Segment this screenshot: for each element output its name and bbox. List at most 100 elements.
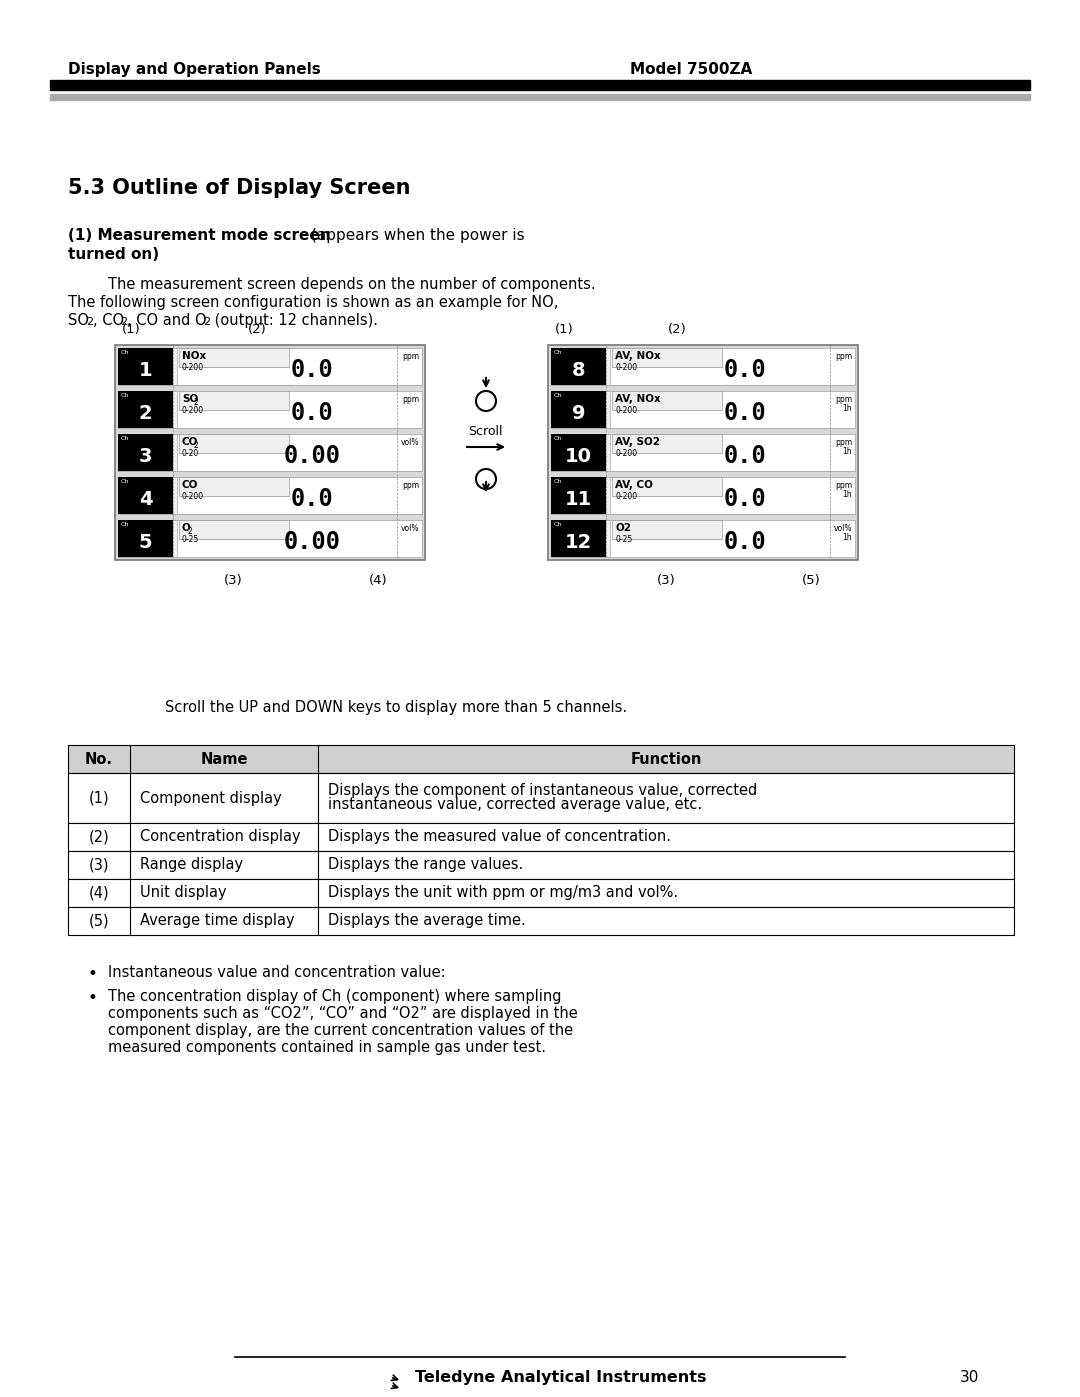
Text: 1h: 1h xyxy=(842,404,852,414)
Bar xyxy=(551,520,855,557)
Bar xyxy=(68,745,1014,773)
Bar xyxy=(551,391,855,427)
Text: 0.0: 0.0 xyxy=(724,401,766,425)
Bar xyxy=(610,348,855,386)
Text: (1): (1) xyxy=(122,323,140,337)
Text: 0.0: 0.0 xyxy=(291,488,333,511)
Text: The following screen configuration is shown as an example for NO,: The following screen configuration is sh… xyxy=(68,295,558,310)
Text: O: O xyxy=(183,522,191,534)
Text: Displays the range values.: Displays the range values. xyxy=(328,858,523,873)
Text: 0.00: 0.00 xyxy=(283,529,340,555)
Text: (1): (1) xyxy=(555,323,573,337)
Text: 8: 8 xyxy=(571,362,585,380)
Text: 0.0: 0.0 xyxy=(291,358,333,381)
Text: (1): (1) xyxy=(89,791,109,806)
Text: (2): (2) xyxy=(669,323,687,337)
Bar xyxy=(68,907,1014,935)
Text: CO: CO xyxy=(183,481,199,490)
Text: 0-200: 0-200 xyxy=(615,407,637,415)
Bar xyxy=(179,520,289,539)
Text: SO: SO xyxy=(68,313,89,328)
Text: ppm: ppm xyxy=(835,439,852,447)
Bar xyxy=(118,348,173,386)
Bar xyxy=(610,476,855,514)
Text: SO: SO xyxy=(183,394,199,404)
Text: (appears when the power is: (appears when the power is xyxy=(311,228,525,243)
Text: , CO: , CO xyxy=(93,313,124,328)
Text: 0-200: 0-200 xyxy=(615,363,637,372)
Text: 0-200: 0-200 xyxy=(615,448,637,458)
Text: 0.00: 0.00 xyxy=(283,444,340,468)
Text: Function: Function xyxy=(631,752,702,767)
Text: ppm: ppm xyxy=(402,481,419,490)
Bar xyxy=(118,434,422,471)
Bar xyxy=(118,476,422,514)
Text: 2: 2 xyxy=(203,317,211,327)
Text: The concentration display of Ch (component) where sampling: The concentration display of Ch (compone… xyxy=(108,989,562,1004)
Bar xyxy=(118,520,173,557)
Text: (output: 12 channels).: (output: 12 channels). xyxy=(210,313,378,328)
Text: 0.0: 0.0 xyxy=(724,529,766,555)
Bar xyxy=(68,851,1014,879)
Text: (2): (2) xyxy=(89,830,109,845)
Text: instantaneous value, corrected average value, etc.: instantaneous value, corrected average v… xyxy=(328,798,702,813)
Text: Scroll: Scroll xyxy=(468,425,502,439)
Text: 1h: 1h xyxy=(842,447,852,455)
Bar xyxy=(610,391,855,427)
Text: CO: CO xyxy=(183,437,199,447)
Text: 0-200: 0-200 xyxy=(183,363,204,372)
Text: (3): (3) xyxy=(657,574,675,587)
Bar xyxy=(177,391,422,427)
Text: Displays the measured value of concentration.: Displays the measured value of concentra… xyxy=(328,830,671,845)
Text: Ch: Ch xyxy=(121,393,130,398)
Text: Displays the average time.: Displays the average time. xyxy=(328,914,526,929)
Bar xyxy=(179,476,289,496)
Bar xyxy=(50,80,1030,89)
Text: components such as “CO2”, “CO” and “O2” are displayed in the: components such as “CO2”, “CO” and “O2” … xyxy=(108,1006,578,1021)
Bar xyxy=(118,434,173,471)
Text: AV, SO2: AV, SO2 xyxy=(615,437,660,447)
Bar xyxy=(612,348,723,367)
Bar xyxy=(68,823,1014,851)
Bar xyxy=(612,434,723,453)
Text: Name: Name xyxy=(200,752,247,767)
Text: Average time display: Average time display xyxy=(140,914,295,929)
Text: ppm: ppm xyxy=(402,352,419,360)
Text: (4): (4) xyxy=(369,574,388,587)
Bar xyxy=(118,391,422,427)
Bar xyxy=(551,348,855,386)
Text: (3): (3) xyxy=(224,574,242,587)
Text: (2): (2) xyxy=(248,323,267,337)
Text: Ch: Ch xyxy=(554,351,563,355)
Text: Ch: Ch xyxy=(554,393,563,398)
Text: 0.0: 0.0 xyxy=(724,488,766,511)
Text: Ch: Ch xyxy=(121,436,130,441)
Text: ppm: ppm xyxy=(835,481,852,490)
Bar xyxy=(551,348,606,386)
Bar xyxy=(551,391,606,427)
Bar xyxy=(612,520,723,539)
Bar xyxy=(177,476,422,514)
Text: Ch: Ch xyxy=(121,479,130,483)
Bar xyxy=(114,345,426,560)
Text: Instantaneous value and concentration value:: Instantaneous value and concentration va… xyxy=(108,965,446,981)
Text: Displays the unit with ppm or mg/m3 and vol%.: Displays the unit with ppm or mg/m3 and … xyxy=(328,886,678,901)
Text: vol%: vol% xyxy=(401,524,419,534)
Text: 1h: 1h xyxy=(842,490,852,499)
Text: 0-200: 0-200 xyxy=(615,492,637,502)
Bar xyxy=(177,348,422,386)
Text: Teledyne Analytical Instruments: Teledyne Analytical Instruments xyxy=(415,1370,706,1384)
Bar xyxy=(551,434,606,471)
Text: Ch: Ch xyxy=(554,436,563,441)
Bar xyxy=(118,391,173,427)
Text: AV, CO: AV, CO xyxy=(615,481,653,490)
Text: 0-200: 0-200 xyxy=(183,407,204,415)
Text: Unit display: Unit display xyxy=(140,886,227,901)
Bar xyxy=(179,434,289,453)
Text: ppm: ppm xyxy=(835,395,852,404)
Text: Ch: Ch xyxy=(121,351,130,355)
Text: •: • xyxy=(87,965,98,983)
Text: NOx: NOx xyxy=(183,351,206,360)
Bar xyxy=(177,434,422,471)
Bar xyxy=(610,434,855,471)
